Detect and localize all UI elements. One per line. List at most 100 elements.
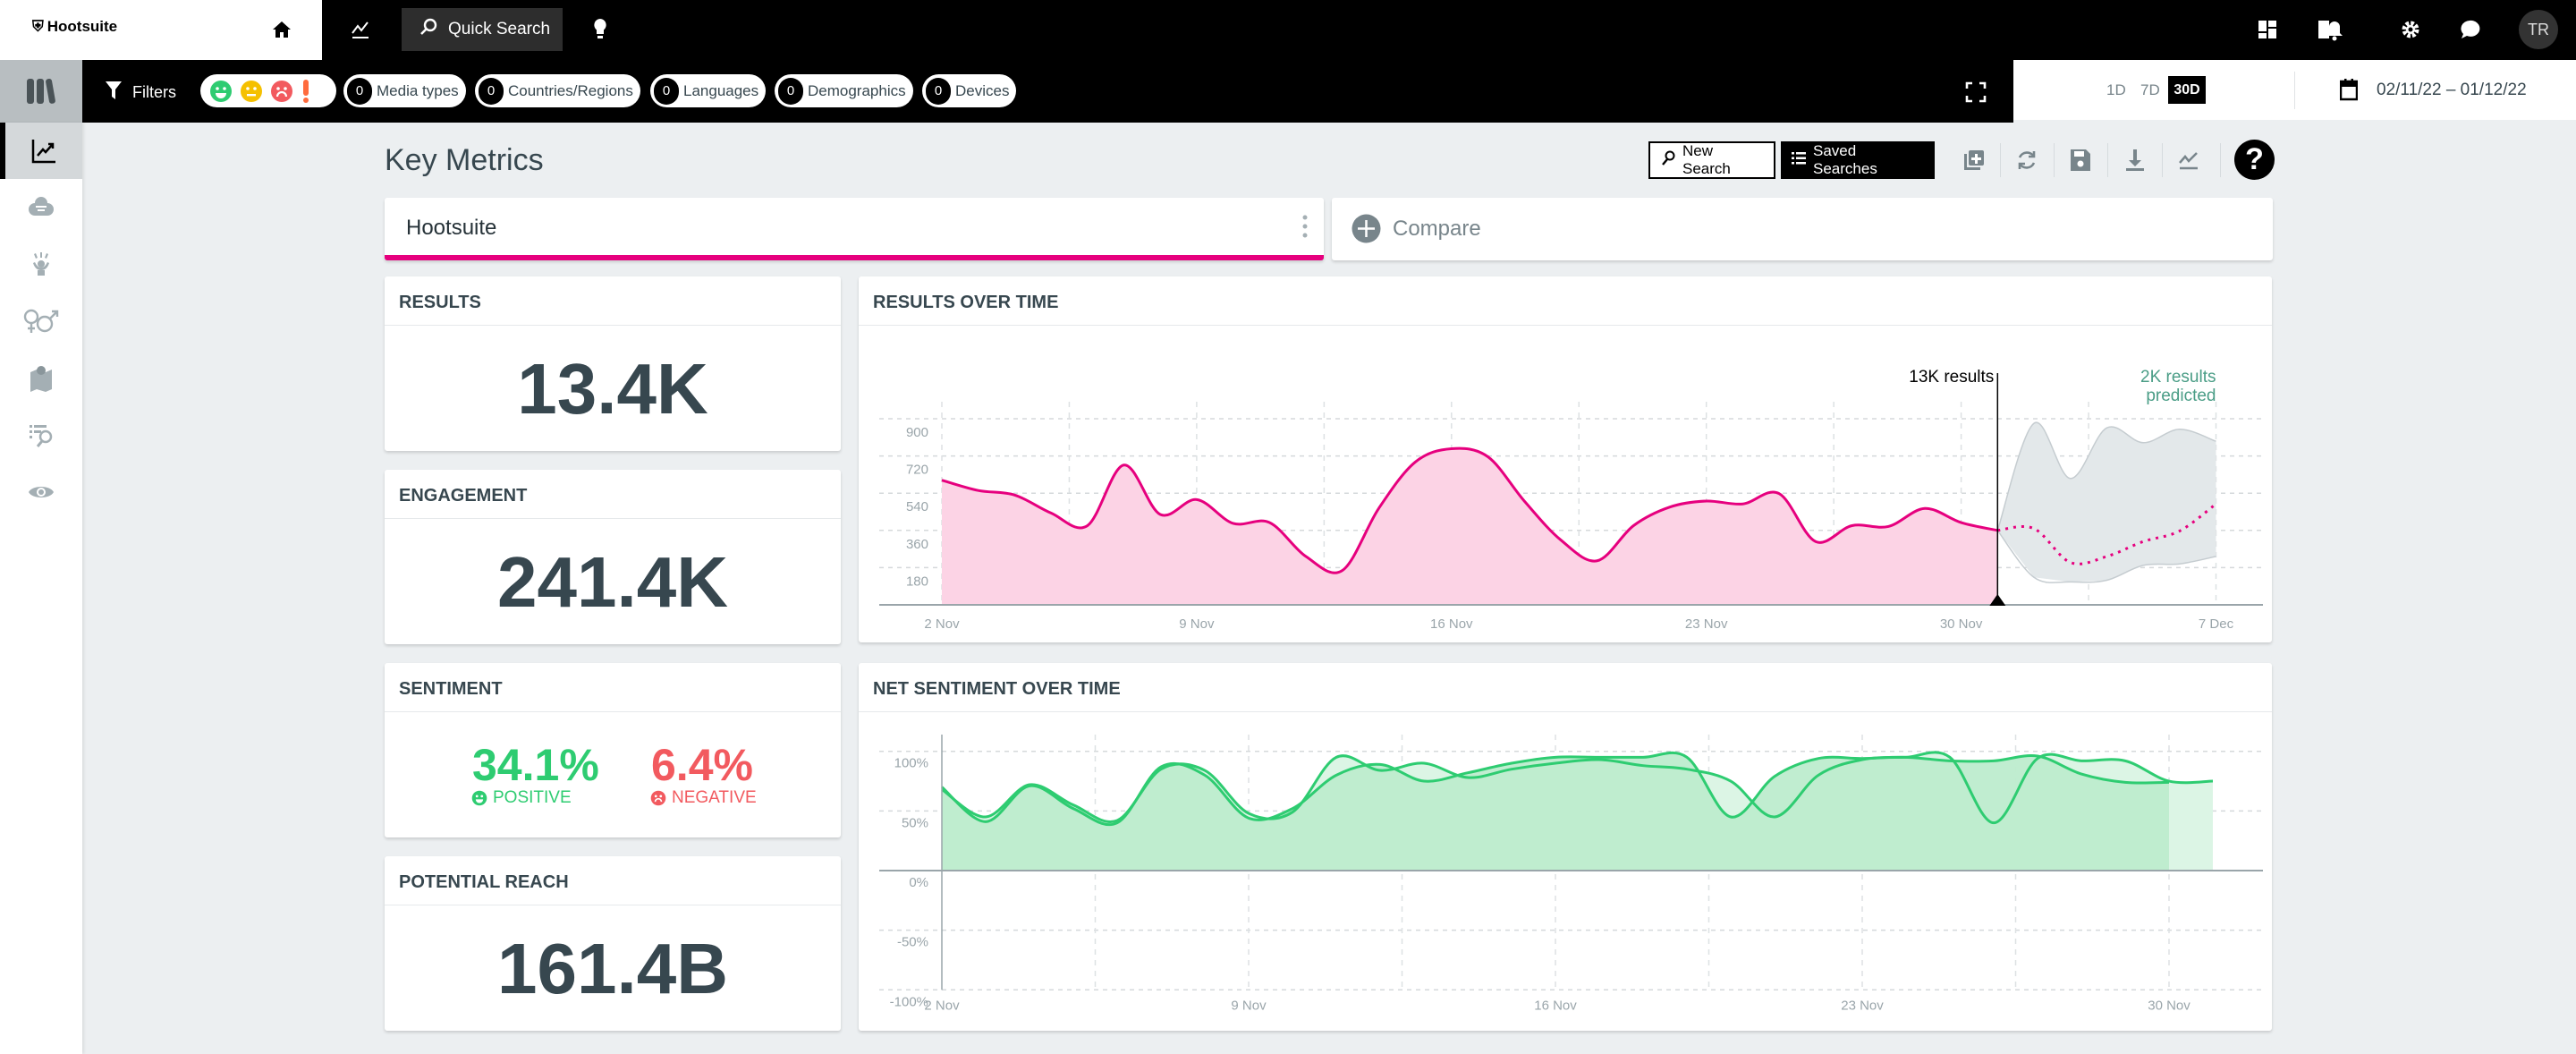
divider: [2000, 143, 2001, 177]
notifications-icon[interactable]: [2315, 16, 2345, 43]
sentiment-filter-pill[interactable]: [200, 74, 336, 107]
range-1d[interactable]: 1D: [2106, 81, 2126, 98]
negative-face-icon: [650, 790, 666, 806]
sentiment-line-2: [941, 751, 2214, 825]
y-tick-label: -50%: [897, 935, 928, 950]
x-tick-label: 16 Nov: [1430, 616, 1473, 632]
x-tick-label: 30 Nov: [1940, 616, 1983, 632]
add-circle-icon: [1352, 214, 1381, 248]
divider: [2054, 143, 2055, 177]
net-sentiment-chart: 100% 50% 0% -50% -100%2 Nov 9 Nov 16 Nov 23 Nov…: [879, 735, 2263, 1013]
logo-area: [0, 0, 322, 60]
divider: [2220, 143, 2221, 177]
current-marker-triangle: [1989, 594, 2006, 606]
sidebar-item-key-metrics[interactable]: [0, 123, 82, 179]
fullscreen-icon[interactable]: [1962, 79, 1989, 106]
results-over-time-card: RESULTS OVER TIME 180 360 540 720 900 13K res…: [859, 276, 2272, 642]
hootsuite-logo[interactable]: ⛨ Hootsuite: [32, 18, 118, 35]
trend-icon[interactable]: [347, 16, 374, 43]
filters-button[interactable]: Filters: [106, 81, 176, 105]
gear-icon[interactable]: [2397, 16, 2424, 43]
home-icon[interactable]: [268, 16, 295, 43]
y-tick-label: 100%: [894, 756, 928, 771]
sentiment-area-1: [942, 752, 2169, 871]
reach-value: 161.4B: [497, 929, 728, 1008]
sidebar-item-influencers[interactable]: [0, 235, 82, 292]
saved-searches-button[interactable]: Saved Searches: [1781, 141, 1935, 179]
tab-hootsuite[interactable]: Hootsuite: [385, 198, 1324, 260]
save-icon[interactable]: [2063, 141, 2098, 179]
refresh-icon[interactable]: [2009, 141, 2045, 179]
net-sentiment-card: NET SENTIMENT OVER TIME 100% 50% 0% -50% -10…: [859, 663, 2272, 1031]
sidebar: [0, 123, 82, 1054]
search-icon: [419, 18, 437, 41]
engagement-card: ENGAGEMENT 241.4K: [385, 470, 841, 644]
cloud-icon: [29, 196, 54, 216]
search-icon: [1661, 150, 1675, 171]
compare-label: Compare: [1393, 217, 1481, 241]
forecast-upper: [1996, 421, 2216, 531]
influencer-icon: [33, 251, 49, 276]
x-tick-label: 7 Dec: [2199, 616, 2234, 632]
download-icon[interactable]: [2117, 141, 2153, 179]
divider: [2294, 72, 2295, 109]
x-tick-label: 2 Nov: [924, 616, 960, 632]
demographics-filter[interactable]: 0 Demographics: [775, 74, 913, 107]
media-types-filter[interactable]: 0 Media types: [343, 74, 466, 107]
devices-filter[interactable]: 0 Devices: [922, 74, 1017, 107]
y-tick-label: 900: [906, 425, 928, 440]
list-search-icon: [30, 424, 53, 447]
sidebar-item-demographics[interactable]: [0, 293, 82, 349]
sidebar-item-geography[interactable]: [0, 350, 82, 406]
divider: [2107, 143, 2108, 177]
card-title: POTENTIAL REACH: [385, 856, 841, 905]
negative-label: NEGATIVE: [650, 788, 757, 808]
lightbulb-icon[interactable]: [587, 16, 614, 43]
y-tick-label: 180: [906, 574, 928, 589]
date-range-text[interactable]: 02/11/22 – 01/12/22: [2377, 81, 2527, 99]
chat-icon[interactable]: [2456, 16, 2483, 43]
quick-search-button[interactable]: Quick Search: [402, 8, 563, 51]
sidebar-item-topics[interactable]: [0, 179, 82, 235]
top-bar: [0, 0, 2576, 60]
countries-regions-filter[interactable]: 0 Countries/Regions: [475, 74, 640, 107]
trend-report-icon[interactable]: [2171, 141, 2207, 179]
range-7d[interactable]: 7D: [2140, 81, 2160, 98]
results-card: RESULTS 13.4K: [385, 276, 841, 451]
positive-face-icon: [210, 80, 232, 102]
avatar[interactable]: TR: [2519, 10, 2558, 49]
dashboard-icon[interactable]: [2254, 16, 2281, 43]
negative-face-icon: [271, 80, 292, 102]
new-search-button[interactable]: New Search: [1648, 141, 1775, 179]
help-button[interactable]: ?: [2234, 140, 2275, 180]
x-tick-label: 2 Nov: [924, 998, 960, 1013]
range-30d[interactable]: 30D: [2168, 76, 2206, 104]
divider: [2162, 143, 2163, 177]
x-tick-label: 16 Nov: [1534, 998, 1577, 1013]
card-title: ENGAGEMENT: [385, 470, 841, 519]
alert-icon: [303, 79, 309, 103]
owl-icon: ⛨: [32, 18, 44, 35]
results-line: [941, 446, 1998, 574]
y-tick-label: 0%: [909, 875, 928, 890]
sidebar-item-visibility[interactable]: [0, 463, 82, 520]
results-over-time-chart: 180 360 540 720 900 13K results 2K resultspred…: [879, 368, 2263, 632]
sentiment-card: SENTIMENT 34.1% POSITIVE 6.4% NEGATIVE: [385, 663, 841, 837]
sidebar-item-search-analysis[interactable]: [0, 407, 82, 463]
calendar-icon[interactable]: [2339, 78, 2359, 106]
add-to-dashboard-icon[interactable]: [1956, 141, 1992, 179]
map-icon: [30, 365, 52, 392]
tab-compare[interactable]: Compare: [1332, 198, 2273, 260]
x-tick-label: 30 Nov: [2148, 998, 2190, 1013]
stream-columns-icon[interactable]: [0, 60, 82, 123]
x-tick-label: 9 Nov: [1231, 998, 1267, 1013]
negative-value: 6.4%: [651, 740, 753, 790]
card-title: RESULTS: [385, 276, 841, 326]
results-value: 13.4K: [517, 349, 708, 429]
more-options-icon[interactable]: [1302, 214, 1308, 243]
engagement-value: 241.4K: [497, 542, 728, 622]
positive-face-icon: [471, 790, 487, 806]
languages-filter[interactable]: 0 Languages: [650, 74, 767, 107]
y-tick-label: 720: [906, 463, 928, 478]
x-tick-label: 9 Nov: [1179, 616, 1215, 632]
